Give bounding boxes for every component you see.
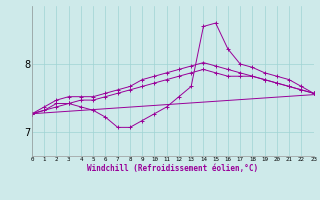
X-axis label: Windchill (Refroidissement éolien,°C): Windchill (Refroidissement éolien,°C)	[87, 164, 258, 173]
